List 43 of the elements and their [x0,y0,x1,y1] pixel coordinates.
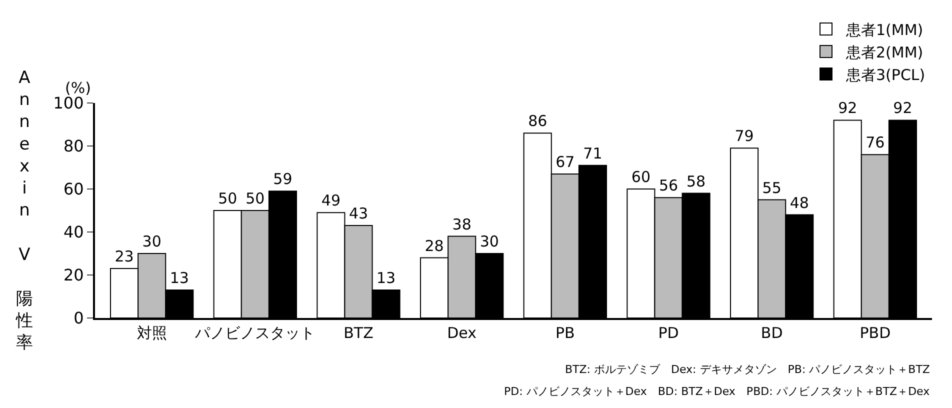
data-label: 76 [866,134,885,152]
data-label: 13 [170,269,189,288]
data-label: 92 [893,99,912,118]
x-tick-label: BTZ [344,324,374,342]
data-label: 23 [114,248,134,266]
data-label: 28 [424,236,444,255]
y-tick-label: 20 [63,266,84,285]
data-label: 50 [218,190,238,208]
x-tick-label: PB [556,324,575,342]
x-tick-label: PBD [860,324,891,342]
x-tick-label: パノビノスタット [194,324,316,342]
data-label: 67 [556,152,575,171]
legend-label: 患者3(PCL) [845,66,926,84]
data-label: 58 [686,172,706,190]
x-tick-label: Dex [447,324,477,342]
data-label: 55 [762,178,782,197]
data-label: 30 [142,232,162,250]
x-tick-label: PD [658,324,679,342]
data-label: 48 [790,194,809,212]
data-label: 56 [658,176,678,195]
text: BTZ: ボルテゾミブ Dex: デキサメタゾン PB: パノビノスタット＋BTZ [565,363,930,376]
legend-label: 患者1(MM) [845,20,924,39]
data-label: 71 [583,144,602,162]
data-label: 38 [452,215,472,234]
data-label: 60 [631,168,650,186]
y-tick-label: 40 [63,222,84,242]
data-label: 49 [321,192,340,210]
y-tick-label: 0 [74,308,84,328]
y-tick-label: 60 [63,180,84,199]
x-tick-label: 対照 [136,324,167,342]
data-label: 79 [734,127,754,146]
data-label: 30 [480,232,499,250]
legend-label: 患者2(MM) [845,43,924,62]
data-label: 50 [246,190,265,208]
data-label: 43 [348,204,368,223]
data-label: 13 [376,269,396,288]
data-label: 92 [838,99,858,118]
text: Annexin V 陽性率 [16,68,33,354]
data-label: 86 [528,112,548,130]
data-label: 59 [273,170,292,188]
text: PD: パノビノスタット＋Dex BD: BTZ＋Dex PBD: パノビノスタット＋BTZ＋Dex [504,385,930,398]
y-tick-label: 80 [63,136,84,156]
x-tick-label: BD [760,324,783,342]
